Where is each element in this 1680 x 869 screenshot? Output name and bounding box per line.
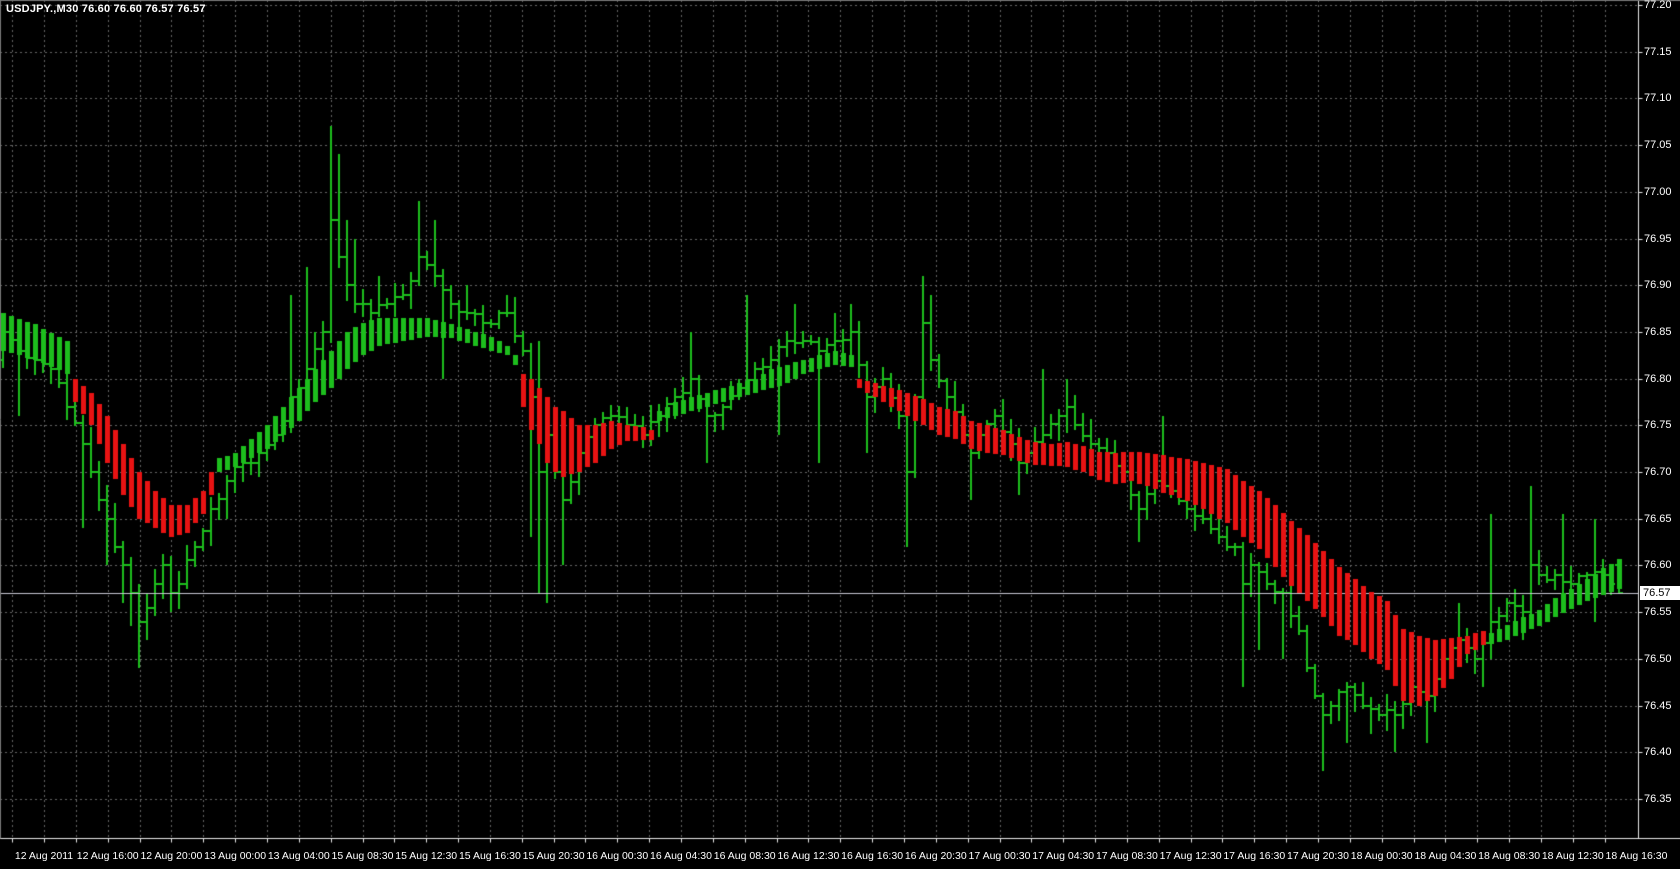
time-axis-label: 18 Aug 08:30 bbox=[1478, 850, 1541, 862]
time-axis-label: 13 Aug 04:00 bbox=[267, 850, 330, 862]
price-axis-label: 76.95 bbox=[1644, 232, 1672, 245]
chart-title: USDJPY.,M30 76.60 76.60 76.57 76.57 bbox=[6, 3, 206, 15]
price-axis-label: 76.90 bbox=[1644, 279, 1672, 292]
price-axis-label: 76.65 bbox=[1644, 512, 1672, 525]
time-axis-label: 15 Aug 16:30 bbox=[458, 850, 521, 862]
price-axis-label: 76.80 bbox=[1644, 372, 1672, 385]
price-axis-label: 77.05 bbox=[1644, 139, 1672, 152]
time-axis-label: 16 Aug 12:30 bbox=[777, 850, 840, 862]
time-axis-label: 16 Aug 08:30 bbox=[713, 850, 776, 862]
time-axis-label: 17 Aug 08:30 bbox=[1095, 850, 1158, 862]
price-axis-label: 76.50 bbox=[1644, 652, 1672, 665]
price-axis-label: 76.35 bbox=[1644, 793, 1672, 805]
price-axis-label: 77.20 bbox=[1644, 0, 1672, 11]
time-axis-label: 16 Aug 04:30 bbox=[650, 850, 712, 862]
time-axis-label: 17 Aug 12:30 bbox=[1159, 850, 1222, 862]
price-axis-label: 76.40 bbox=[1644, 746, 1672, 759]
time-axis-label: 17 Aug 04:30 bbox=[1032, 850, 1095, 862]
time-axis-label: 12 Aug 20:00 bbox=[140, 850, 203, 862]
time-axis-label: 18 Aug 12:30 bbox=[1541, 850, 1604, 862]
time-axis-label: 17 Aug 16:30 bbox=[1223, 850, 1286, 862]
time-axis-label: 17 Aug 00:30 bbox=[968, 850, 1031, 862]
time-axis-label: 17 Aug 20:30 bbox=[1287, 850, 1349, 862]
time-axis-label: 15 Aug 12:30 bbox=[395, 850, 458, 862]
price-axis-label: 76.75 bbox=[1644, 419, 1672, 432]
time-axis-label: 12 Aug 16:00 bbox=[76, 850, 139, 862]
time-axis-label: 16 Aug 20:30 bbox=[904, 850, 967, 862]
time-axis-label: 18 Aug 00:30 bbox=[1350, 850, 1413, 862]
price-axis-label: 77.00 bbox=[1644, 185, 1672, 198]
time-axis-label: 12 Aug 2011 bbox=[14, 850, 74, 862]
time-axis-label: 15 Aug 08:30 bbox=[331, 850, 394, 862]
price-axis-label: 76.55 bbox=[1644, 606, 1672, 619]
time-axis-label: 15 Aug 20:30 bbox=[522, 850, 585, 862]
time-axis-label: 16 Aug 00:30 bbox=[586, 850, 649, 862]
price-axis-label: 76.85 bbox=[1644, 325, 1672, 338]
time-axis-label: 18 Aug 04:30 bbox=[1414, 850, 1477, 862]
price-axis-label: 76.45 bbox=[1644, 699, 1672, 712]
time-axis-label: 16 Aug 16:30 bbox=[841, 850, 904, 862]
current-price-tag: 76.57 bbox=[1640, 586, 1680, 600]
price-axis-label: 77.15 bbox=[1644, 45, 1672, 58]
price-axis-label: 77.10 bbox=[1644, 92, 1672, 105]
price-axis-label: 76.60 bbox=[1644, 559, 1672, 572]
price-axis-label: 76.70 bbox=[1644, 466, 1672, 479]
time-axis-label: 13 Aug 00:00 bbox=[204, 850, 267, 862]
time-axis-label: 18 Aug 16:30 bbox=[1605, 850, 1668, 862]
